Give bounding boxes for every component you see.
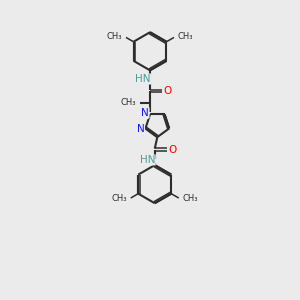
Text: HN: HN (140, 155, 155, 165)
Text: CH₃: CH₃ (178, 32, 193, 41)
Text: N: N (141, 108, 149, 118)
Text: N: N (140, 109, 148, 118)
Text: O: O (163, 86, 171, 96)
Text: CH₃: CH₃ (182, 194, 198, 203)
Text: O: O (168, 145, 176, 154)
Text: CH₃: CH₃ (112, 194, 127, 203)
Text: CH₃: CH₃ (121, 98, 136, 107)
Text: CH₃: CH₃ (107, 32, 122, 41)
Text: N: N (137, 124, 145, 134)
Text: HN: HN (135, 74, 151, 84)
